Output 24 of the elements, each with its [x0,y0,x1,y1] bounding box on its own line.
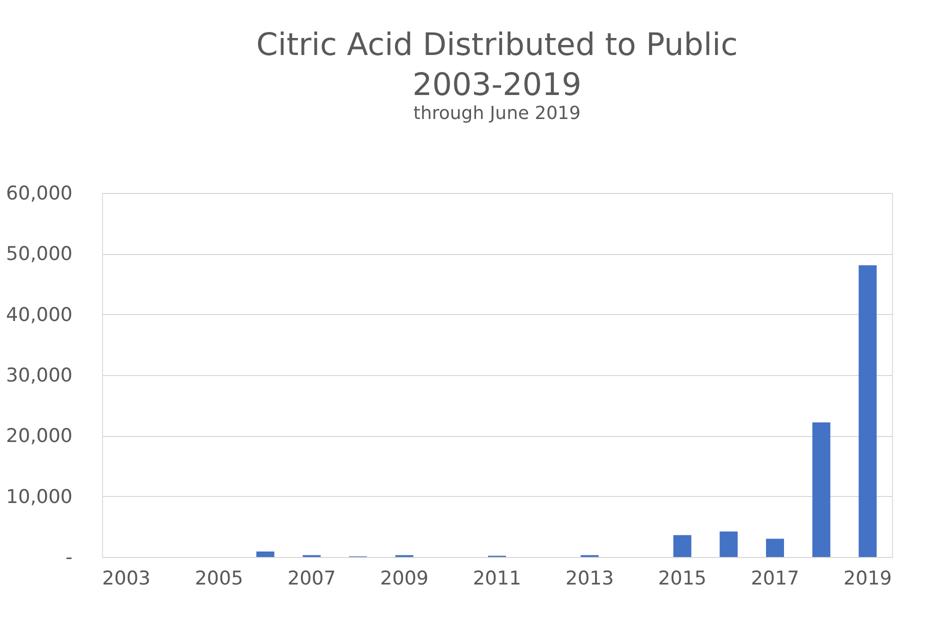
x-tick-label: 2011 [472,568,522,590]
y-tick-label: 10,000 [6,486,72,508]
x-tick-label: 2007 [287,568,336,590]
bar [812,422,830,557]
x-tick-label: 2009 [380,568,429,590]
y-tick-label: 60,000 [6,182,72,204]
x-tick-label: 2015 [658,568,707,590]
y-tick-label: 40,000 [6,304,72,326]
x-tick-label: 2013 [565,568,614,590]
chart-title: Citric Acid Distributed to Public 2003-2019 [256,27,738,103]
x-tick-label: 2019 [843,568,892,590]
x-tick-label: 2005 [194,568,244,590]
bar [766,538,784,557]
y-tick-label: 20,000 [6,425,72,448]
bar [673,535,692,557]
y-tick-label: 50,000 [6,243,72,266]
x-tick-label: 2003 [102,568,151,590]
bar [256,552,274,557]
x-tick-label: 2017 [750,568,800,590]
bar [720,532,738,557]
bar [858,265,877,557]
y-tick-label: - [66,546,72,568]
chart-subtitle: through June 2019 [413,103,581,124]
y-tick-label: 30,000 [6,364,72,386]
